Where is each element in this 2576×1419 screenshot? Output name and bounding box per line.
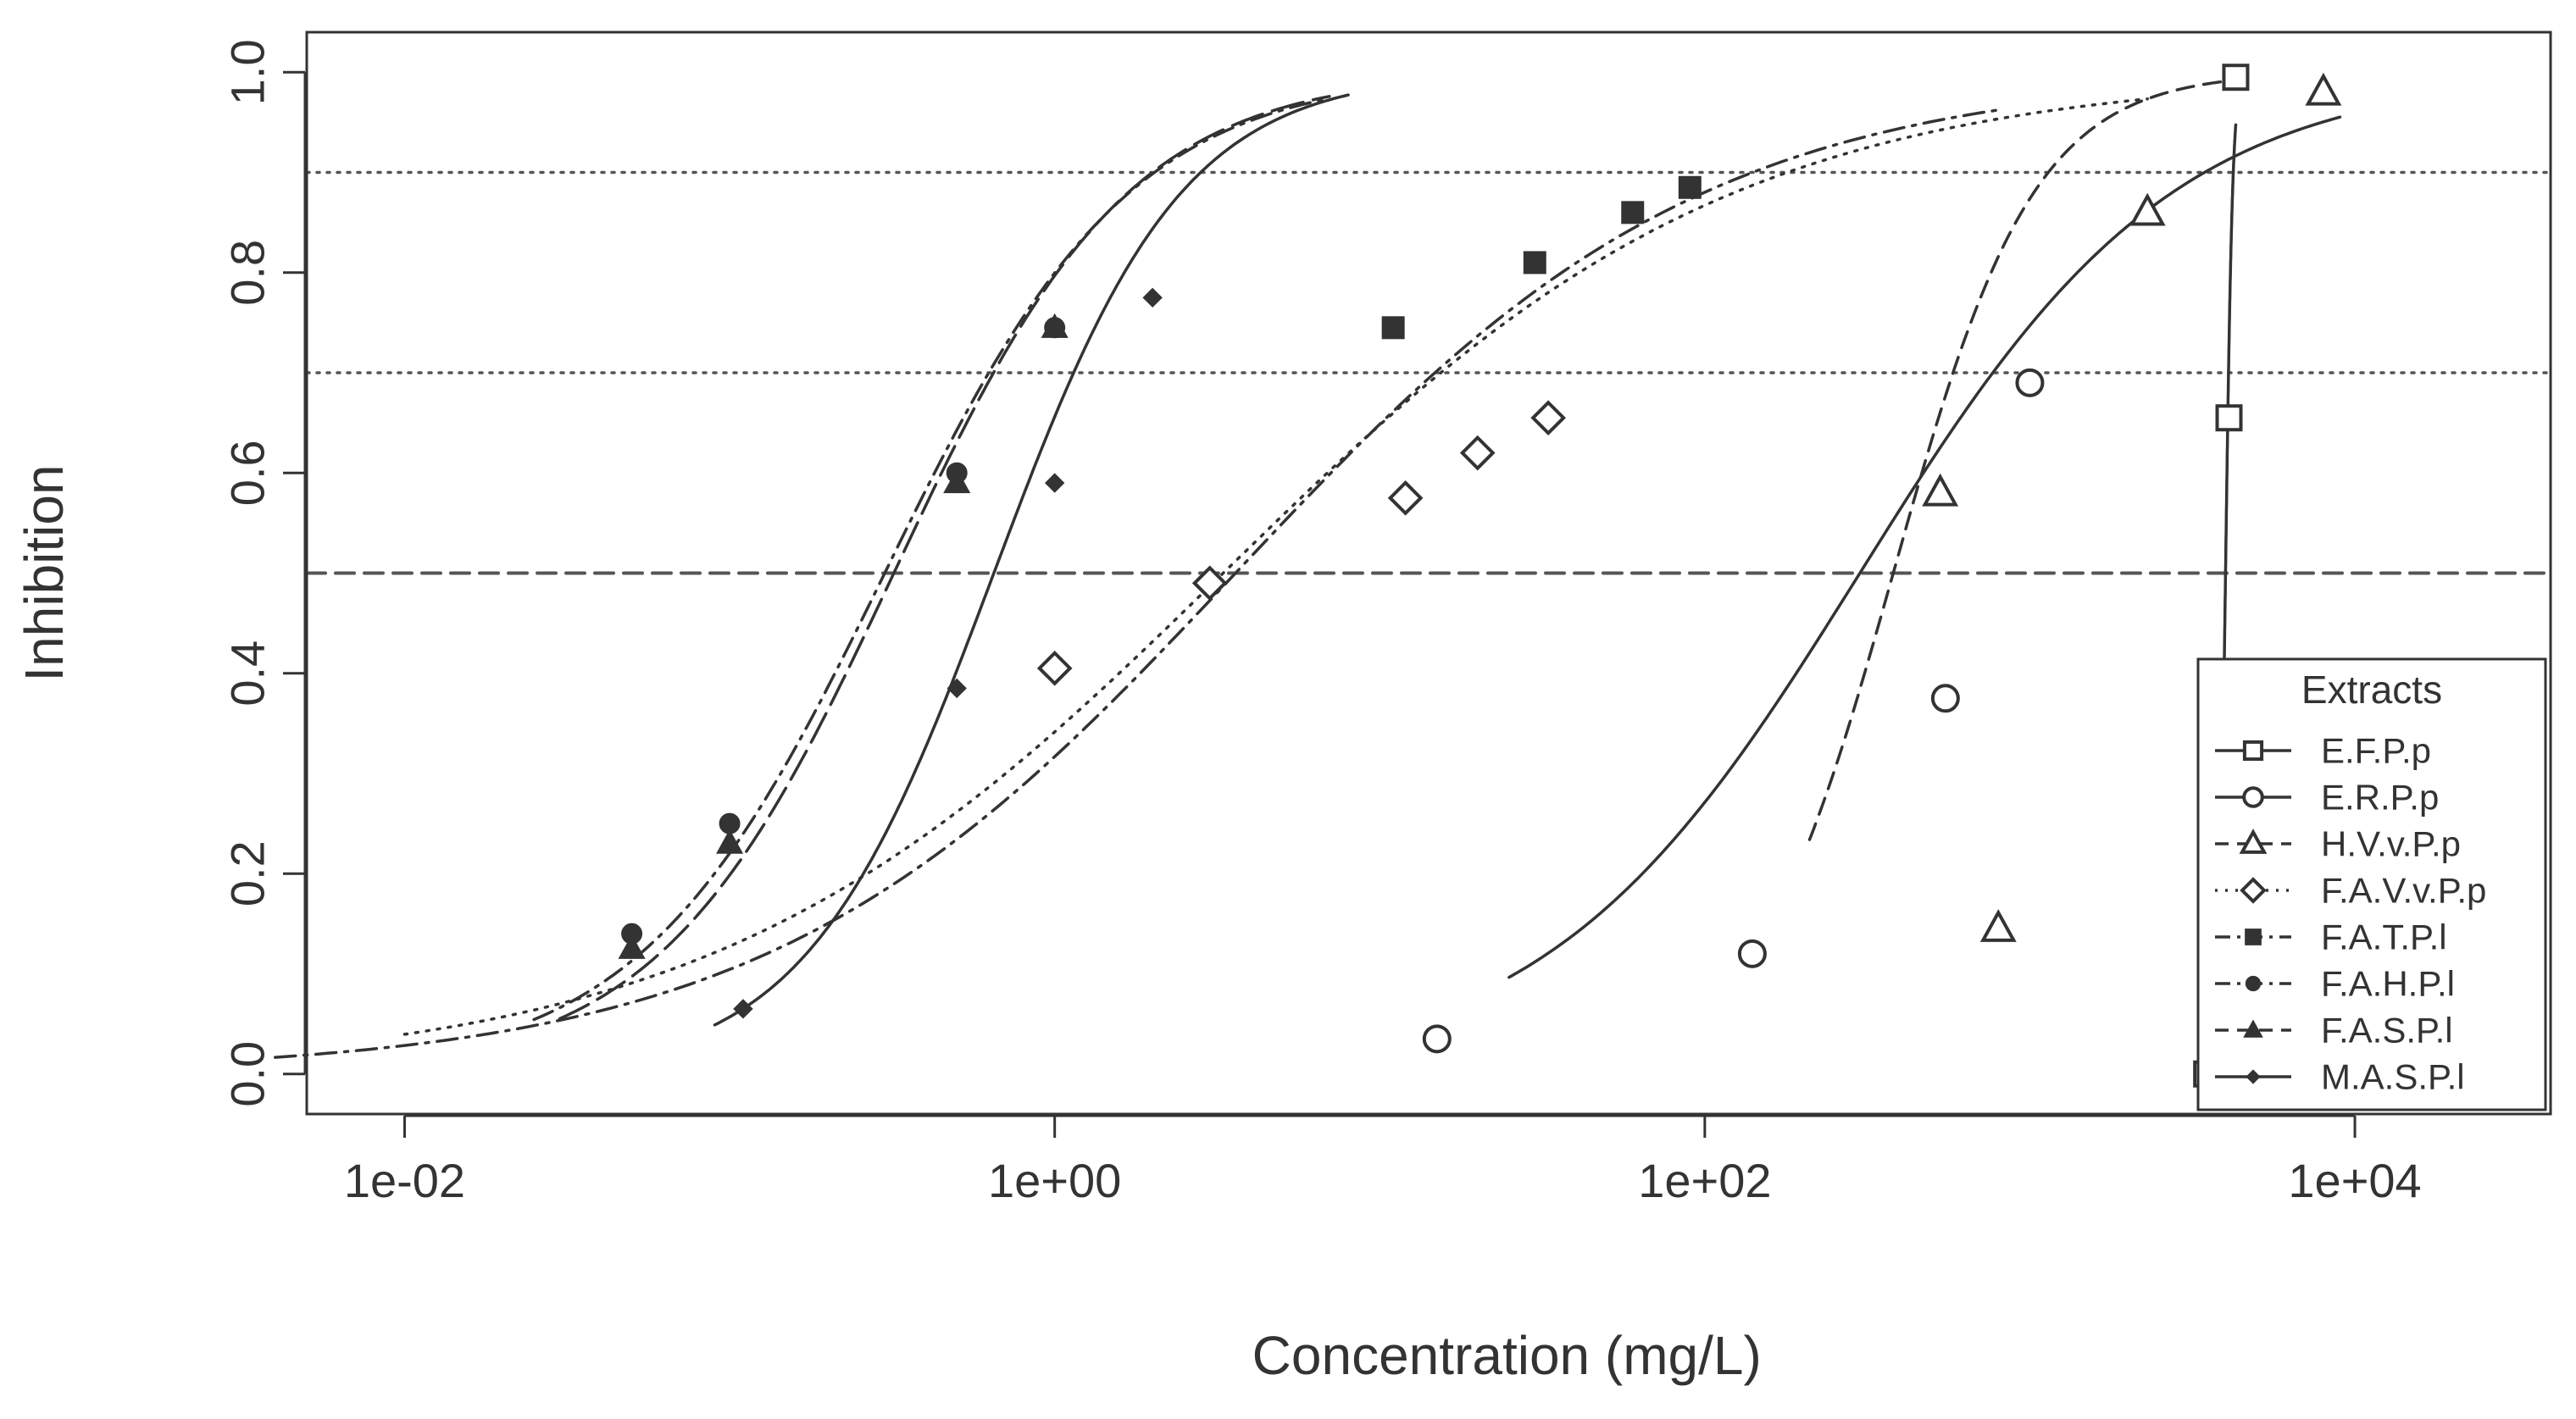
data-point-F.A.S.P.l bbox=[1041, 313, 1069, 338]
y-tick-label: 0.0 bbox=[221, 1041, 275, 1107]
data-point-E.F.P.p bbox=[2222, 64, 2250, 91]
x-tick-label: 1e+00 bbox=[988, 1154, 1121, 1207]
data-point-F.A.T.P.l bbox=[1381, 316, 1405, 340]
legend-label: H.V.v.P.p bbox=[2321, 824, 2461, 864]
x-tick-label: 1e+04 bbox=[2288, 1154, 2421, 1207]
x-axis: 1e-02 1e+00 1e+02 1e+04 bbox=[344, 1114, 2422, 1207]
y-tick-label: 0.4 bbox=[221, 640, 275, 707]
data-point-F.A.T.P.l bbox=[1621, 201, 1645, 224]
fit-curve-F.A.V.v.P.p bbox=[402, 97, 2149, 1036]
data-point-E.R.P.p bbox=[1737, 939, 1767, 968]
data-point-F.A.S.P.l bbox=[716, 829, 744, 854]
legend-label: E.R.P.p bbox=[2321, 778, 2439, 818]
data-point-F.A.T.P.l bbox=[1523, 251, 1546, 274]
data-point-M.A.S.P.l bbox=[1142, 287, 1163, 308]
legend-label: F.A.T.P.l bbox=[2321, 917, 2447, 957]
fit-curve-H.V.v.P.p bbox=[1807, 79, 2235, 841]
fit-curve-F.A.H.P.l bbox=[532, 97, 1331, 1022]
legend-label: F.A.H.P.l bbox=[2321, 964, 2455, 1004]
plot-frame bbox=[305, 30, 2552, 1116]
data-point-H.V.v.P.p bbox=[1979, 909, 2017, 942]
y-tick-label: 0.6 bbox=[221, 440, 275, 506]
legend-marker-F.A.S.P.l bbox=[2243, 1019, 2263, 1038]
y-tick-label: 0.8 bbox=[221, 240, 275, 306]
legend-label: M.A.S.P.l bbox=[2321, 1057, 2465, 1097]
legend-marker-F.A.T.P.l bbox=[2245, 928, 2262, 945]
legend-marker-F.A.H.P.l bbox=[2245, 975, 2262, 992]
legend-label: E.F.P.p bbox=[2321, 731, 2431, 771]
y-tick-label: 0.2 bbox=[221, 840, 275, 906]
data-point-F.A.V.v.P.p bbox=[1459, 435, 1496, 471]
legend: Extracts E.F.P.p E.R.P.p H.V.v.P.p F.A.V.v.… bbox=[2196, 657, 2547, 1111]
fit-curve-F.A.T.P.l bbox=[274, 108, 2001, 1059]
y-axis-label: Inhibition bbox=[14, 464, 75, 681]
reference-lines bbox=[305, 170, 2552, 575]
data-point-F.A.V.v.P.p bbox=[1387, 479, 1424, 516]
fit-curve-E.R.P.p bbox=[1507, 115, 2342, 979]
data-point-E.F.P.p bbox=[2215, 404, 2243, 432]
legend-marker-M.A.S.P.l bbox=[2246, 1069, 2261, 1084]
data-point-M.A.S.P.l bbox=[947, 678, 967, 699]
data-point-F.A.V.v.P.p bbox=[1530, 400, 1566, 436]
data-point-F.A.S.P.l bbox=[618, 934, 646, 959]
legend-title: Extracts bbox=[2301, 668, 2442, 712]
data-point-E.R.P.p bbox=[1930, 684, 1960, 713]
x-tick-label: 1e+02 bbox=[1638, 1154, 1771, 1207]
x-axis-label: Concentration (mg/L) bbox=[1252, 1325, 1762, 1386]
fit-curve-M.A.S.P.l bbox=[713, 93, 1350, 1027]
legend-label: F.A.S.P.l bbox=[2321, 1011, 2453, 1050]
y-tick-label: 1.0 bbox=[221, 39, 275, 105]
data-point-M.A.S.P.l bbox=[733, 999, 753, 1019]
legend-marker-F.A.V.v.P.p bbox=[2240, 877, 2267, 904]
legend-marker-E.R.P.p bbox=[2242, 786, 2264, 808]
data-point-E.R.P.p bbox=[2015, 368, 2045, 397]
data-point-H.V.v.P.p bbox=[1922, 473, 1959, 507]
x-tick-label: 1e-02 bbox=[344, 1154, 465, 1207]
data-point-F.A.V.v.P.p bbox=[1036, 651, 1073, 686]
data-point-E.R.P.p bbox=[1422, 1024, 1452, 1054]
data-point-H.V.v.P.p bbox=[2305, 72, 2342, 106]
fit-curve-F.A.S.P.l bbox=[558, 95, 1331, 1021]
data-point-F.A.S.P.l bbox=[943, 468, 971, 494]
legend-marker-E.F.P.p bbox=[2242, 740, 2264, 762]
legend-marker-H.V.v.P.p bbox=[2239, 829, 2268, 854]
data-point-M.A.S.P.l bbox=[1044, 473, 1065, 493]
y-axis: 0.0 0.2 0.4 0.6 0.8 1.0 bbox=[221, 39, 307, 1107]
data-point-F.A.V.v.P.p bbox=[1191, 565, 1228, 601]
legend-label: F.A.V.v.P.p bbox=[2321, 871, 2486, 911]
data-point-H.V.v.P.p bbox=[2129, 192, 2166, 226]
data-point-F.A.T.P.l bbox=[1678, 175, 1702, 199]
